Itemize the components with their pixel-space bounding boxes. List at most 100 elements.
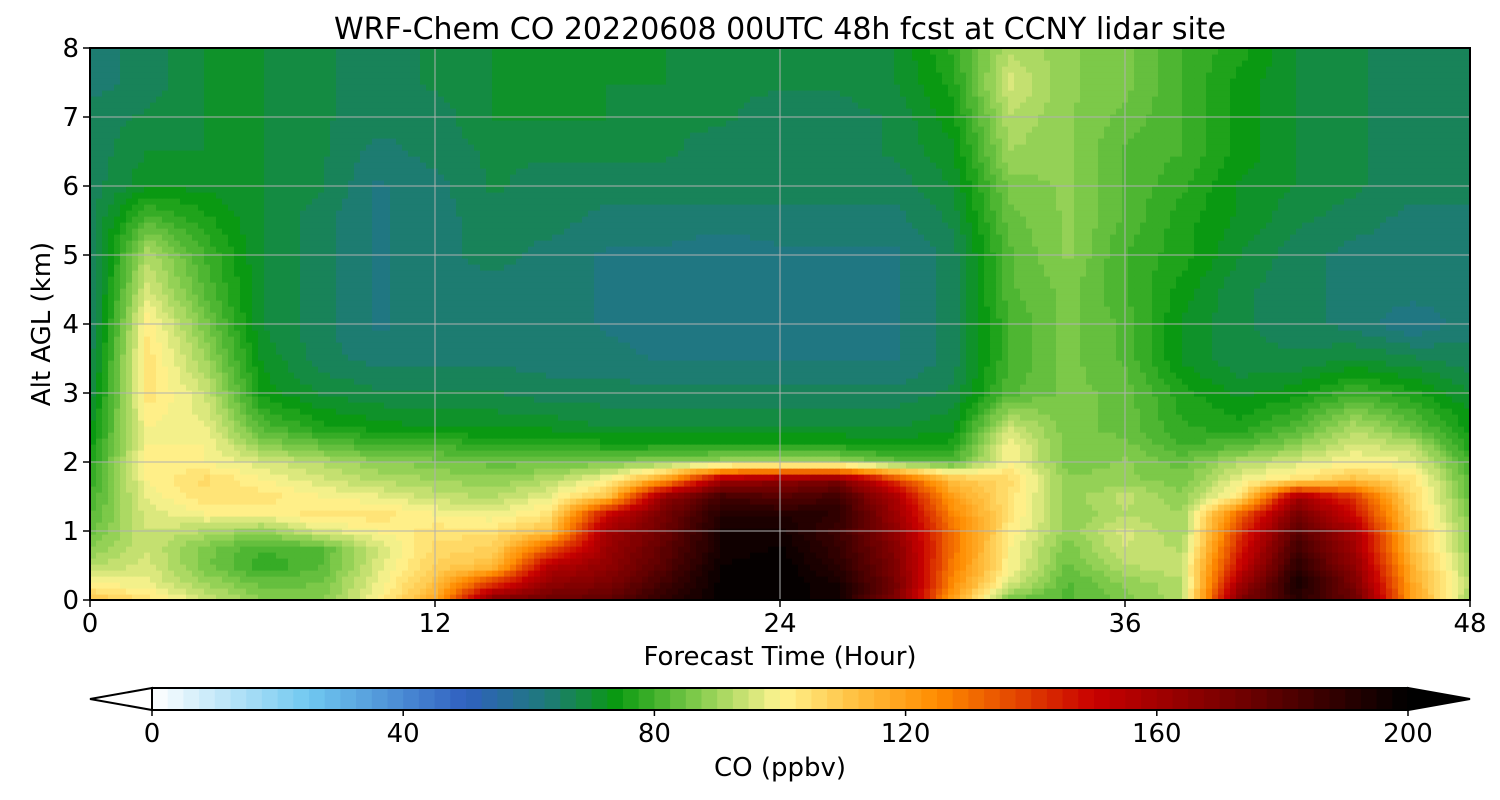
contour-cell [114,540,121,547]
contour-cell [552,588,559,595]
contour-cell [156,510,163,517]
contour-cell [882,576,889,583]
contour-cell [1428,474,1435,481]
contour-cell [1056,582,1063,589]
contour-cell [582,486,589,493]
contour-cell [1458,480,1465,487]
contour-cell [708,480,715,487]
contour-cell [618,552,625,559]
contour-cell [690,582,697,589]
contour-cell [1086,552,1093,559]
contour-cell [654,510,661,517]
contour-cell [1308,588,1315,595]
contour-cell [1044,564,1051,571]
contour-cell [1098,546,1105,553]
contour-cell [870,594,877,601]
contour-cell [1392,594,1399,601]
contour-cell [426,468,433,475]
contour-cell [210,522,217,529]
contour-cell [960,492,967,499]
contour-cell [1332,552,1339,559]
contour-cell [240,486,247,493]
contour-cell [1026,540,1033,547]
contour-cell [750,576,757,583]
contour-cell [1152,474,1159,481]
contour-cell [324,480,331,487]
contour-cell [1272,510,1279,517]
contour-cell [1080,552,1087,559]
contour-cell [222,546,229,553]
contour-cell [912,552,919,559]
contour-cell [270,534,277,541]
contour-cell [1272,552,1279,559]
contour-cell [198,564,205,571]
contour-cell [1176,594,1183,601]
contour-cell [114,474,121,481]
contour-cell [750,582,757,589]
contour-cell [1014,552,1021,559]
contour-cell [90,468,97,475]
contour-cell [1224,540,1231,547]
contour-cell [1020,492,1027,499]
contour-cell [570,582,577,589]
contour-cell [246,480,253,487]
contour-cell [1038,582,1045,589]
contour-cell [240,552,247,559]
contour-cell [864,480,871,487]
contour-cell [192,492,199,499]
contour-cell [192,486,199,493]
contour-cell [222,582,229,589]
contour-cell [870,510,877,517]
contour-cell [528,486,535,493]
contour-cell [1008,564,1015,571]
contour-cell [1248,558,1255,565]
contour-cell [558,486,565,493]
contour-cell [444,546,451,553]
contour-cell [1080,468,1087,475]
contour-cell [594,516,601,523]
contour-cell [1266,504,1273,511]
contour-cell [180,492,187,499]
contour-cell [252,588,259,595]
contour-cell [498,516,505,523]
contour-cell [1344,576,1351,583]
contour-cell [840,540,847,547]
contour-cell [324,588,331,595]
contour-cell [258,504,265,511]
contour-cell [210,480,217,487]
contour-cell [1086,582,1093,589]
contour-cell [408,480,415,487]
contour-cell [1104,594,1111,601]
contour-cell [1218,540,1225,547]
contour-cell [678,540,685,547]
contour-cell [366,540,373,547]
contour-cell [582,504,589,511]
contour-cell [438,510,445,517]
contour-cell [540,474,547,481]
contour-cell [1062,510,1069,517]
contour-cell [570,480,577,487]
contour-cell [408,468,415,475]
contour-cell [1458,534,1465,541]
contour-cell [756,558,763,565]
contour-cell [408,552,415,559]
contour-cell [732,480,739,487]
contour-cell [624,516,631,523]
contour-cell [120,552,127,559]
contour-cell [900,468,907,475]
contour-cell [1344,558,1351,565]
contour-cell [438,492,445,499]
contour-cell [1038,504,1045,511]
contour-cell [1134,552,1141,559]
contour-cell [1032,510,1039,517]
contour-cell [480,534,487,541]
contour-cell [564,492,571,499]
contour-cell [1440,570,1447,577]
contour-cell [426,588,433,595]
contour-cell [1188,480,1195,487]
contour-cell [972,468,979,475]
contour-cell [780,516,787,523]
contour-cell [438,522,445,529]
contour-cell [630,492,637,499]
contour-cell [960,522,967,529]
